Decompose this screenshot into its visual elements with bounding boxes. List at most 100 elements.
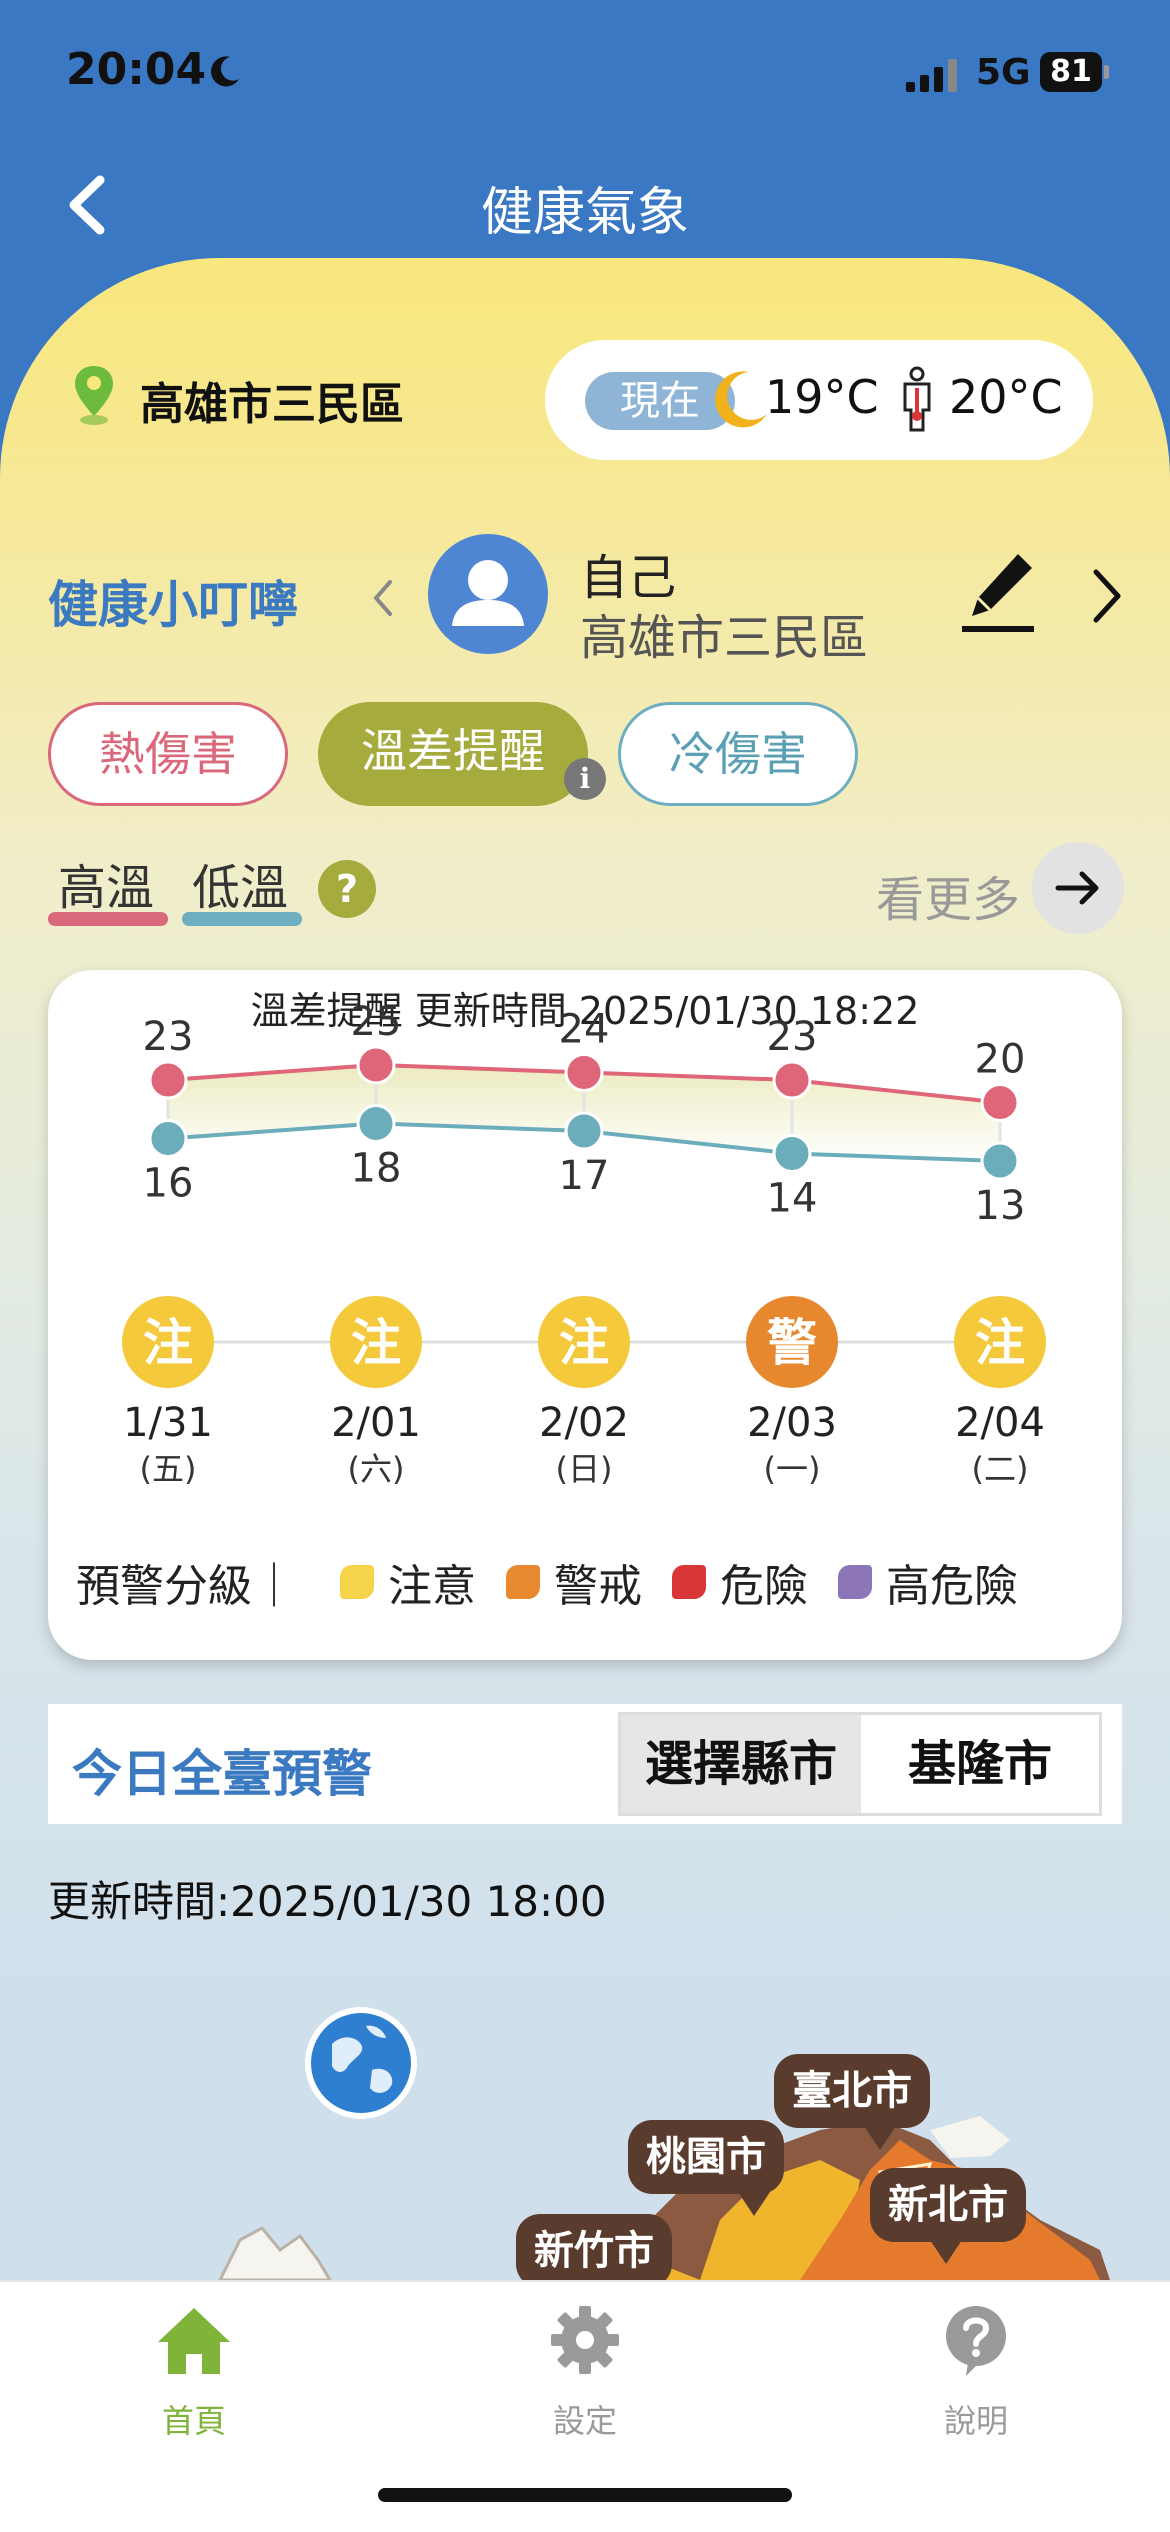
level-badge-1 xyxy=(330,1296,422,1388)
map-label-new-taipei-text: 新北市 xyxy=(888,2182,1008,2228)
level-label-2: 危險 xyxy=(720,1561,808,1612)
legend-low: 低溫 xyxy=(192,860,289,916)
nationwide-alert-bar: 今日全臺預警 選擇縣市 基隆市 xyxy=(48,1704,1122,1824)
back-icon[interactable] xyxy=(60,170,120,240)
high-temp-label-3: 23 xyxy=(767,1014,818,1060)
nav-bar: 健康氣象 xyxy=(0,150,1170,260)
legend-high-swatch xyxy=(48,912,168,926)
level-badge-text-3: 警 xyxy=(767,1314,817,1372)
current-temperature: 19°C xyxy=(765,370,879,424)
arrow-right-icon xyxy=(1055,871,1099,905)
county-select-label: 選擇縣市 xyxy=(621,1715,861,1813)
date-label-0: 1/31 xyxy=(123,1400,213,1446)
tab-home-label: 首頁 xyxy=(161,2402,226,2440)
level-badge-4 xyxy=(954,1296,1046,1388)
level-swatch-0 xyxy=(340,1565,374,1599)
battery-tip xyxy=(1104,65,1109,79)
feels-like-temperature: 20°C xyxy=(949,370,1063,424)
network-type: 5G xyxy=(976,52,1031,93)
status-time: 20:04 xyxy=(66,44,207,95)
moon-icon xyxy=(211,56,239,87)
tab-help-label: 說明 xyxy=(943,2402,1008,2440)
level-badge-text-2: 注 xyxy=(559,1314,609,1372)
home-indicator xyxy=(378,2488,792,2502)
moon-weather-icon xyxy=(715,371,767,428)
level-badge-text-4: 注 xyxy=(975,1314,1025,1372)
low-temp-point-3 xyxy=(772,1134,812,1173)
low-temp-label-4: 13 xyxy=(975,1183,1026,1229)
tab-temp-diff[interactable]: 溫差提醒 xyxy=(318,702,588,806)
high-temp-label-1: 25 xyxy=(351,999,402,1045)
location-pin-icon xyxy=(75,366,113,425)
high-temp-point-2 xyxy=(564,1053,604,1092)
current-weather: 現在 19°C 20°C xyxy=(545,340,1093,460)
reminder-title: 健康小叮嚀 xyxy=(48,576,298,634)
tab-help[interactable]: 說明 xyxy=(856,2302,1096,2442)
level-swatch-1 xyxy=(506,1565,540,1599)
low-temp-label-3: 14 xyxy=(767,1176,818,1222)
tab-settings[interactable]: 設定 xyxy=(465,2302,705,2442)
map-label-new-taipei[interactable]: 新北市 xyxy=(870,2168,1026,2264)
county-select[interactable]: 選擇縣市 基隆市 xyxy=(618,1712,1102,1816)
tab-settings-label: 設定 xyxy=(552,2402,617,2440)
legend-low-swatch xyxy=(182,912,302,926)
battery-icon: 81 xyxy=(1040,52,1110,92)
date-label-3: 2/03 xyxy=(747,1400,837,1446)
low-temp-point-4 xyxy=(980,1141,1020,1181)
location-name[interactable]: 高雄市三民區 xyxy=(140,379,404,430)
weekday-label-2: (日) xyxy=(556,1450,613,1488)
level-badge-2 xyxy=(538,1296,630,1388)
see-more-button[interactable] xyxy=(1032,842,1124,934)
high-temp-label-4: 20 xyxy=(975,1037,1026,1083)
chart-title: 溫差提醒 更新時間 2025/01/30 18:22 xyxy=(250,989,920,1033)
signal-icon xyxy=(906,59,957,92)
help-circle-icon[interactable]: ? xyxy=(318,860,376,918)
weekday-label-1: (六) xyxy=(348,1450,405,1488)
high-temp-label-2: 24 xyxy=(559,1007,610,1053)
level-badge-0 xyxy=(122,1296,214,1388)
map-label-taoyuan[interactable]: 桃園市 xyxy=(628,2120,784,2216)
low-temp-point-0 xyxy=(148,1119,188,1158)
info-icon[interactable]: i xyxy=(564,758,606,800)
date-label-1: 2/01 xyxy=(331,1400,421,1446)
low-temp-label-0: 16 xyxy=(143,1161,194,1207)
level-swatch-2 xyxy=(672,1565,706,1599)
profile-name: 自己 xyxy=(580,550,677,606)
alert-title: 今日全臺預警 xyxy=(72,1745,372,1803)
avatar xyxy=(428,534,548,654)
tab-cold-injury[interactable]: 冷傷害 xyxy=(618,702,858,806)
weekday-label-4: (二) xyxy=(972,1450,1029,1488)
see-more-link[interactable]: 看更多 xyxy=(876,872,1021,928)
high-temp-point-0 xyxy=(148,1060,188,1100)
temperature-chart: 23 25 24 23 20 16 18 17 14 13 注 1/31 (五) 注 2/01 (六) 注 2/0… xyxy=(122,999,1046,1488)
low-temp-point-1 xyxy=(356,1104,396,1143)
high-temp-label-0: 23 xyxy=(143,1014,194,1060)
county-select-value[interactable]: 基隆市 xyxy=(861,1715,1099,1813)
legend-high: 高溫 xyxy=(58,860,155,916)
map-label-hsinchu-city[interactable]: 新竹市 xyxy=(516,2214,672,2288)
page-title: 健康氣象 xyxy=(480,183,689,243)
map-label-taipei[interactable]: 臺北市 xyxy=(774,2054,930,2150)
date-label-4: 2/04 xyxy=(955,1400,1045,1446)
level-label-1: 警戒 xyxy=(554,1561,642,1612)
level-badge-text-1: 注 xyxy=(351,1314,401,1372)
level-badge-text-0: 注 xyxy=(143,1314,193,1372)
user-icon xyxy=(452,560,524,626)
globe-icon[interactable] xyxy=(302,2004,420,2122)
feels-like-icon xyxy=(903,366,931,432)
low-temp-point-2 xyxy=(564,1111,604,1151)
low-temp-label-2: 17 xyxy=(559,1153,610,1199)
tab-home[interactable]: 首頁 xyxy=(74,2302,314,2442)
status-bar: 20:04 5G 81 xyxy=(0,0,1170,150)
help-icon xyxy=(946,2306,1006,2376)
chevron-left-icon[interactable] xyxy=(368,576,398,620)
level-label-3: 高危險 xyxy=(886,1561,1018,1612)
temp-diff-chart-card: 溫差提醒 更新時間 2025/01/30 18:22 23 25 24 23 20 16 1… xyxy=(48,970,1122,1660)
tab-heat-injury[interactable]: 熱傷害 xyxy=(48,702,288,806)
chevron-right-icon[interactable] xyxy=(1088,566,1124,626)
now-badge: 現在 xyxy=(585,372,735,430)
level-legend-title: 預警分級｜ xyxy=(76,1561,296,1612)
pencil-icon[interactable] xyxy=(960,548,1040,638)
high-temp-point-4 xyxy=(980,1083,1020,1122)
